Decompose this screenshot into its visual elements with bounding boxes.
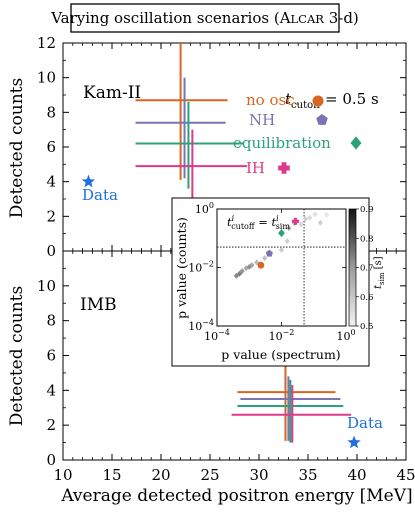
legend-marker-circle xyxy=(312,95,324,107)
inset-x-tick-label: 100 xyxy=(336,328,355,343)
inset-grey-point xyxy=(254,259,260,266)
legend-label-equilibration: equilibration xyxy=(233,134,331,152)
kam-y-tick-label: 4 xyxy=(46,173,56,191)
kam-y-tick-label: 0 xyxy=(46,242,56,260)
inset-y-tick-label: 10−2 xyxy=(188,260,214,275)
imb-y-tick-label: 6 xyxy=(46,347,56,365)
kam-panel-label: Kam-II xyxy=(83,83,141,103)
colorbar-tick-label: 0.9 xyxy=(360,205,374,215)
chart-title: Varying oscillation scenarios (ALCAR 3-d… xyxy=(50,9,359,27)
inset-point-pentagon xyxy=(265,249,273,257)
inset-grey-point xyxy=(323,211,330,218)
inset-grey-point xyxy=(262,255,268,262)
inset-x-tick-label: 10−4 xyxy=(204,328,230,343)
inset-point-circle xyxy=(257,261,265,269)
inset-point-cross xyxy=(291,217,299,225)
axis-ticks: 10 15 20 25 30 35 40 45 0 2 4 6 8 10 12 0 2 4 6 8 10 xyxy=(37,34,415,484)
inset-x-axis-label: p value (spectrum) xyxy=(221,347,340,362)
imb-y-tick-label: 10 xyxy=(37,277,56,295)
x-axis-label: Average detected positron energy [MeV] xyxy=(60,486,412,506)
kam-y-tick-label: 2 xyxy=(46,207,56,225)
colorbar-ticks: 0.5 0.6 0.7 0.8 0.9 xyxy=(356,205,374,332)
legend-marker-pentagon xyxy=(316,113,328,125)
colorbar-tick-label: 0.8 xyxy=(360,234,374,244)
legend-label-ih: IH xyxy=(246,159,265,177)
legend-marker-diamond xyxy=(350,136,362,150)
kam-panel xyxy=(81,43,248,203)
kam-y-tick-label: 8 xyxy=(46,103,56,121)
inset-grey-point xyxy=(312,211,318,218)
title-box xyxy=(70,3,340,33)
inset-annotation: ti cutoff = ti sim xyxy=(227,214,290,231)
imb-panel xyxy=(231,360,361,449)
legend-label-nh: NH xyxy=(249,111,275,129)
inset-y-tick-label: 10−4 xyxy=(188,318,214,333)
colorbar-tick-label: 0.6 xyxy=(360,293,374,303)
x-tick-label: 35 xyxy=(298,466,317,484)
imb-y-tick-label: 2 xyxy=(46,416,56,434)
inset-grey-point xyxy=(298,221,304,228)
x-tick-label: 25 xyxy=(200,466,219,484)
x-tick-label: 40 xyxy=(347,466,366,484)
inset-y-axis-label: p value (counts) xyxy=(174,217,189,319)
inset-grey-point xyxy=(278,246,285,253)
kam-data-label: Data xyxy=(82,186,118,204)
legend-label-no-osc: no osc. xyxy=(246,91,299,109)
colorbar-tick-label: 0.7 xyxy=(360,264,374,274)
inset-x-tick-label: 10−2 xyxy=(269,328,295,343)
colorbar-label: tsim [s] xyxy=(373,256,386,289)
inset-grey-point xyxy=(239,268,245,275)
inset-grey-point xyxy=(286,225,292,232)
colorbar xyxy=(348,208,357,327)
inset-grey-point xyxy=(307,214,313,221)
kam-y-tick-label: 6 xyxy=(46,138,56,156)
legend-marker-cross xyxy=(278,162,290,174)
cutoff-label: tcutoff = 0.5 s xyxy=(285,90,379,111)
inset-grey-point xyxy=(284,238,290,245)
inset-y-tick-label: 100 xyxy=(195,201,214,216)
inset-plot: 10−410−4 10−2 10−2 100 100 xyxy=(188,201,355,343)
inset-grey-point xyxy=(317,219,323,226)
x-tick-label: 30 xyxy=(249,466,268,484)
inset-grey-point xyxy=(302,215,308,222)
colorbar-tick-label: 0.5 xyxy=(360,322,374,332)
x-tick-label: 45 xyxy=(396,466,415,484)
imb-y-tick-label: 0 xyxy=(46,451,56,469)
x-tick-label: 20 xyxy=(151,466,170,484)
kam-y-tick-label: 12 xyxy=(37,34,56,52)
inset-grey-point xyxy=(249,262,255,269)
imb-data-label: Data xyxy=(347,414,383,432)
inset-background xyxy=(171,197,370,367)
imb-y-tick-label: 4 xyxy=(46,381,56,399)
legend: no osc. NH equilibration IH xyxy=(233,91,362,177)
x-tick-label: 15 xyxy=(102,466,121,484)
imb-data-star xyxy=(347,435,361,449)
imb-y-tick-label: 8 xyxy=(46,312,56,330)
kam-data-star xyxy=(81,174,96,188)
imb-y-axis-label: Detected counts xyxy=(7,286,27,427)
imb-panel-label: IMB xyxy=(80,295,117,315)
x-tick-label: 10 xyxy=(53,466,72,484)
inset-point-diamond xyxy=(278,229,285,238)
kam-y-tick-label: 10 xyxy=(37,69,56,87)
kam-y-axis-label: Detected counts xyxy=(7,78,27,219)
